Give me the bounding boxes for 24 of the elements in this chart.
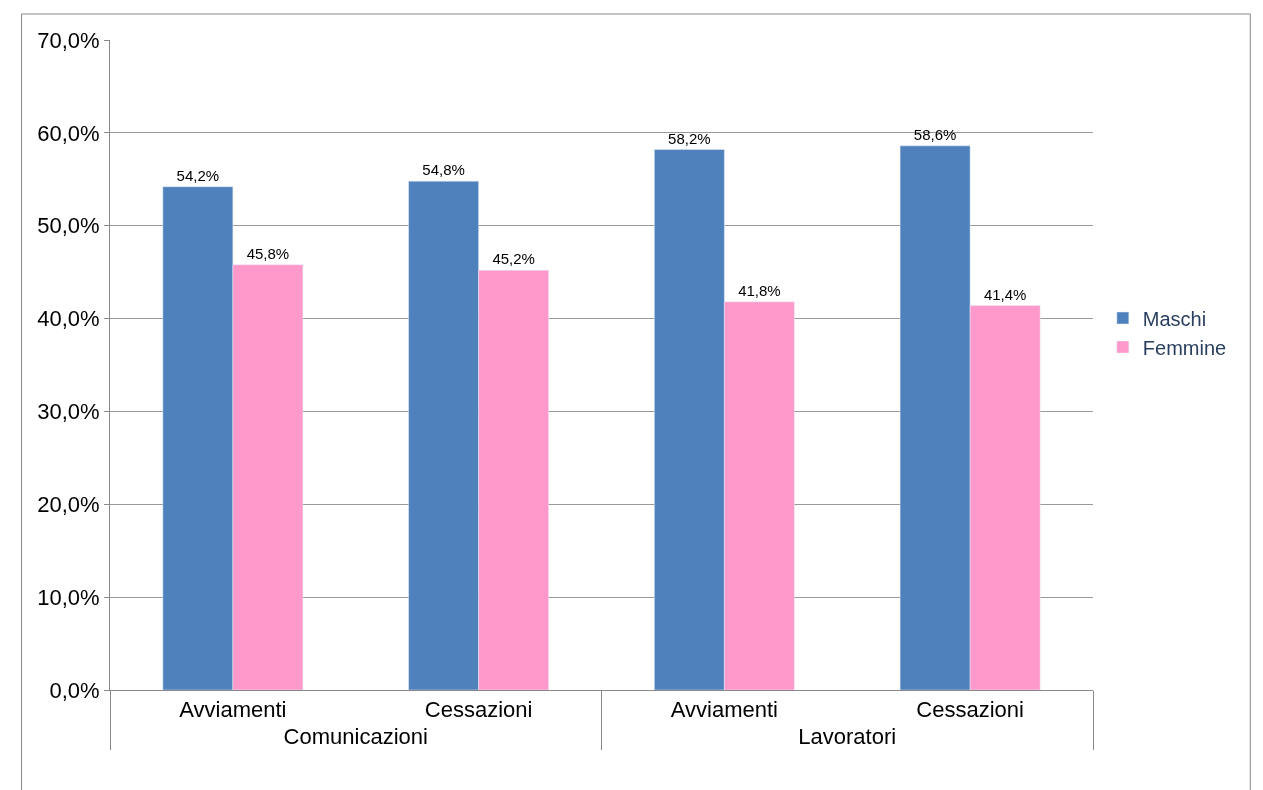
data-label: 54,8% — [422, 161, 465, 179]
legend-label: Femmine — [1142, 336, 1227, 359]
x-tick-label: Avviamenti — [179, 697, 287, 723]
data-label: 45,8% — [246, 244, 290, 262]
data-label: 41,4% — [983, 285, 1027, 303]
y-tick-label: 60,0% — [37, 120, 100, 146]
y-tick-label: 70,0% — [37, 27, 100, 53]
y-tick-label: 40,0% — [37, 306, 100, 332]
y-tick-label: 20,0% — [37, 491, 100, 517]
y-tick-label: 0,0% — [49, 677, 100, 703]
x-tick-label: Avviamenti — [670, 697, 778, 723]
data-label: 58,2% — [668, 129, 711, 147]
legend-label: Maschi — [1142, 307, 1207, 330]
data-label: 58,6% — [913, 125, 957, 143]
x-tick-label: Cessazioni — [916, 697, 1024, 723]
y-tick-label: 30,0% — [37, 399, 100, 425]
data-label: 54,2% — [176, 166, 220, 184]
data-label: 45,2% — [492, 250, 535, 268]
y-tick-label: 50,0% — [37, 213, 100, 239]
x-tick-label: Cessazioni — [424, 697, 533, 723]
text: Comunicazioni — [283, 724, 428, 750]
text: Lavoratori — [798, 724, 897, 750]
data-label: 41,8% — [738, 281, 781, 299]
y-tick-label: 10,0% — [37, 584, 100, 610]
